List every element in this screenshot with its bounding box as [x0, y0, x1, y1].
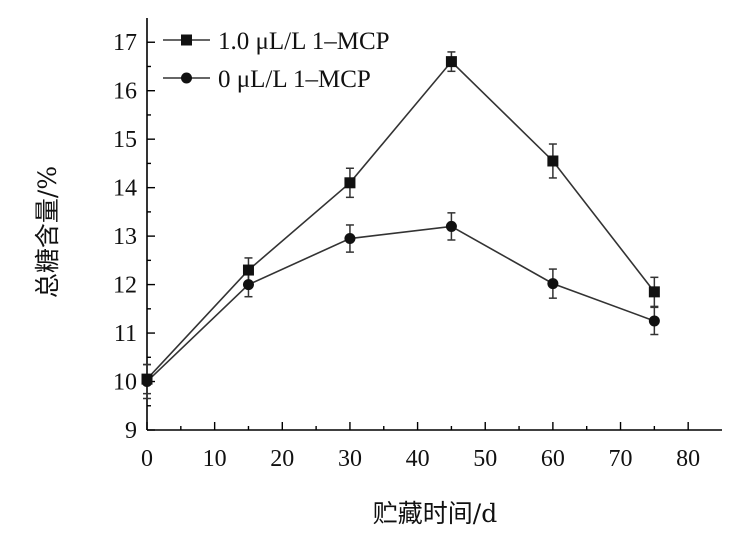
y-tick-label: 10 — [113, 370, 137, 396]
legend: 1.0 μL/L 1–MCP 0 μL/L 1–MCP — [163, 28, 390, 93]
x-tick-label: 30 — [338, 446, 362, 472]
data-point-square — [445, 56, 457, 68]
markers — [141, 56, 660, 388]
data-point-square — [547, 155, 559, 167]
data-point-square — [344, 177, 356, 189]
x-tick-label: 70 — [609, 446, 633, 472]
y-tick-label: 15 — [113, 127, 137, 153]
y-tick-label: 11 — [114, 321, 137, 347]
legend-marker-square — [181, 34, 192, 46]
x-tick-label: 80 — [676, 446, 700, 472]
y-tick-label: 17 — [113, 30, 137, 56]
x-tick-label: 20 — [270, 446, 294, 472]
data-point-circle — [242, 279, 254, 291]
x-tick-label: 40 — [406, 446, 430, 472]
x-tick-label: 50 — [473, 446, 497, 472]
axes — [146, 18, 722, 431]
x-axis-title: 贮藏时间/d — [373, 499, 497, 528]
y-tick-label: 12 — [113, 273, 137, 299]
x-tick-label: 0 — [141, 446, 153, 472]
data-point-circle — [648, 315, 660, 327]
data-point-circle — [547, 278, 559, 290]
legend-label: 0 μL/L 1–MCP — [218, 66, 371, 93]
series-line-1 — [146, 60, 655, 380]
x-tick-label: 60 — [541, 446, 565, 472]
series-lines — [146, 60, 655, 383]
data-point-circle — [344, 233, 356, 245]
series-line-2 — [146, 225, 655, 383]
legend-marker-circle — [181, 72, 192, 84]
y-tick-label: 9 — [125, 418, 137, 444]
error-bars — [143, 51, 659, 400]
y-tick-label: 14 — [113, 176, 137, 202]
y-axis-title: 总糖含量/% — [33, 166, 62, 298]
y-tick-label: 16 — [113, 79, 137, 105]
data-point-circle — [445, 220, 457, 232]
ticks: 0 10 20 30 40 50 60 70 80 9 10 11 12 13 14 15 16 17 — [113, 30, 700, 472]
legend-label: 1.0 μL/L 1–MCP — [218, 28, 390, 55]
data-point-square — [242, 264, 254, 276]
data-point-circle — [141, 376, 153, 388]
data-point-square — [648, 286, 660, 298]
y-tick-label: 13 — [113, 224, 137, 250]
x-tick-label: 10 — [203, 446, 227, 472]
